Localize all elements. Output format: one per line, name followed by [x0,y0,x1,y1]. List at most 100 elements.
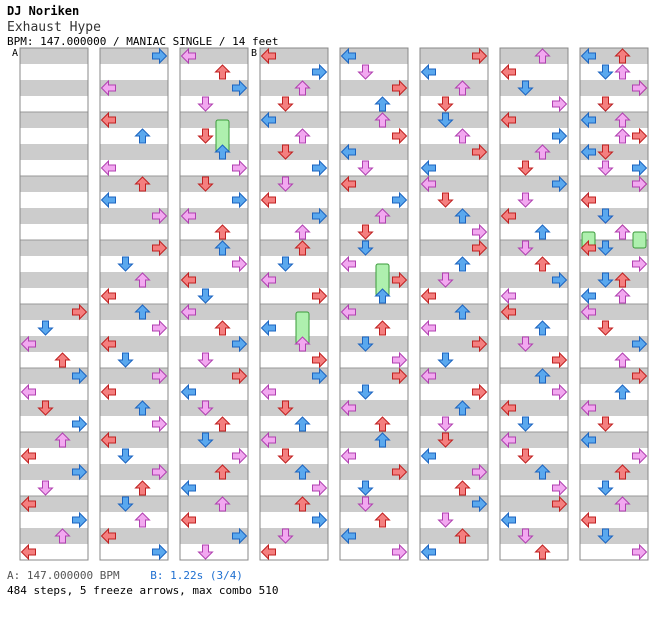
down-arrow-icon [597,528,614,544]
beat-stripe [500,336,568,352]
beat-stripe [20,208,88,224]
chart-column [579,47,649,561]
up-arrow-icon [374,512,391,528]
right-arrow-icon [72,367,88,385]
beat-stripe [340,272,408,288]
beat-stripe [420,368,488,384]
beat-stripe [580,304,648,320]
right-arrow-icon [72,511,88,529]
right-arrow-icon [72,463,88,481]
up-arrow-icon [614,384,631,400]
left-arrow-icon [340,399,356,417]
chart-column [19,47,89,561]
beat-stripe [20,80,88,96]
beat-stripe [260,240,328,256]
left-arrow-icon [100,79,116,97]
right-arrow-icon [552,351,568,369]
beat-stripe [500,80,568,96]
beat-stripe [500,304,568,320]
beat-stripe [340,464,408,480]
down-arrow-icon [277,448,294,464]
beat-stripe [100,272,168,288]
left-arrow-icon [260,383,276,401]
beat-stripe [580,176,648,192]
up-arrow-icon [54,432,71,448]
beat-stripe [260,176,328,192]
beat-stripe [260,144,328,160]
beat-stripe [340,400,408,416]
up-arrow-icon [614,352,631,368]
right-arrow-icon [472,143,488,161]
down-arrow-icon [517,416,534,432]
beat-stripe [500,112,568,128]
beat-stripe [420,400,488,416]
left-arrow-icon [580,399,596,417]
right-arrow-icon [632,175,648,193]
down-arrow-icon [357,480,374,496]
beat-stripe [420,240,488,256]
beat-stripe [580,336,648,352]
left-arrow-icon [500,111,516,129]
beat-stripe [580,112,648,128]
beat-stripe [500,272,568,288]
right-arrow-icon [232,447,248,465]
beat-stripe [100,208,168,224]
beat-stripe [500,144,568,160]
left-arrow-icon [340,143,356,161]
beat-stripe [500,208,568,224]
beat-stripe [580,368,648,384]
up-arrow-icon [454,400,471,416]
up-arrow-icon [134,480,151,496]
left-arrow-icon [580,47,596,65]
left-arrow-icon [100,191,116,209]
left-arrow-icon [340,255,356,273]
left-arrow-icon [580,191,596,209]
beat-stripe [180,432,248,448]
beat-stripe [20,336,88,352]
down-arrow-icon [197,352,214,368]
up-arrow-icon [454,128,471,144]
left-arrow-icon [100,383,116,401]
down-arrow-icon [357,336,374,352]
beat-stripe [100,496,168,512]
down-arrow-icon [117,256,134,272]
beat-stripe [180,400,248,416]
beat-stripe [500,464,568,480]
down-arrow-icon [277,96,294,112]
down-arrow-icon [197,432,214,448]
left-arrow-icon [100,287,116,305]
up-arrow-icon [374,320,391,336]
beat-stripe [260,400,328,416]
beat-stripe [420,304,488,320]
left-arrow-icon [580,431,596,449]
left-arrow-icon [340,303,356,321]
beat-stripe [100,400,168,416]
left-arrow-icon [500,207,516,225]
right-arrow-icon [312,63,328,81]
bpm-footer: A: 147.000000 BPM B: 1.22s (3/4) [7,569,243,582]
left-arrow-icon [500,399,516,417]
down-arrow-icon [437,352,454,368]
up-arrow-icon [614,288,631,304]
right-arrow-icon [152,47,168,65]
right-arrow-icon [312,207,328,225]
up-arrow-icon [214,224,231,240]
up-arrow-icon [534,256,551,272]
beat-stripe [100,48,168,64]
beat-stripe [420,48,488,64]
beat-stripe [20,432,88,448]
beat-stripe [260,496,328,512]
left-arrow-icon [180,511,196,529]
beat-stripe [580,400,648,416]
down-arrow-icon [277,144,294,160]
right-arrow-icon [152,239,168,257]
marker-b: B [251,48,258,59]
up-arrow-icon [534,144,551,160]
beat-stripe [340,432,408,448]
right-arrow-icon [472,463,488,481]
right-arrow-icon [552,495,568,513]
beat-stripe [420,528,488,544]
down-arrow-icon [117,496,134,512]
left-arrow-icon [180,271,196,289]
artist-name: DJ Noriken [7,4,80,18]
